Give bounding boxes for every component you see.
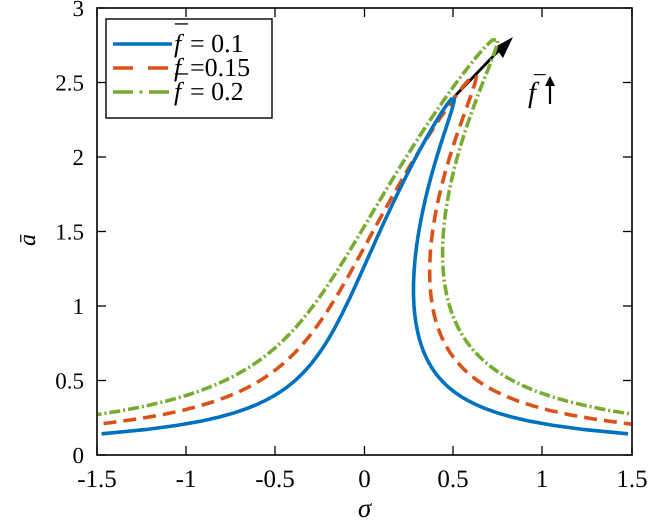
svg-text:3: 3 [73,0,85,21]
svg-text:σ: σ [358,493,373,523]
svg-text:1: 1 [73,294,85,319]
svg-text:0.5: 0.5 [437,466,468,493]
svg-text:-1.5: -1.5 [77,466,117,493]
svg-text:0.5: 0.5 [55,369,84,394]
svg-text:1.5: 1.5 [616,466,647,493]
svg-text:-1: -1 [176,466,197,493]
svg-text:2.5: 2.5 [55,71,84,96]
svg-text:0: 0 [358,466,371,493]
svg-text:0: 0 [73,443,85,468]
svg-text:2: 2 [73,145,85,170]
svg-text:ā: ā [15,234,41,246]
svg-text:-0.5: -0.5 [255,466,295,493]
svg-text:= 0.2: = 0.2 [190,77,244,106]
svg-text:1: 1 [536,466,549,493]
svg-text:1.5: 1.5 [55,220,84,245]
